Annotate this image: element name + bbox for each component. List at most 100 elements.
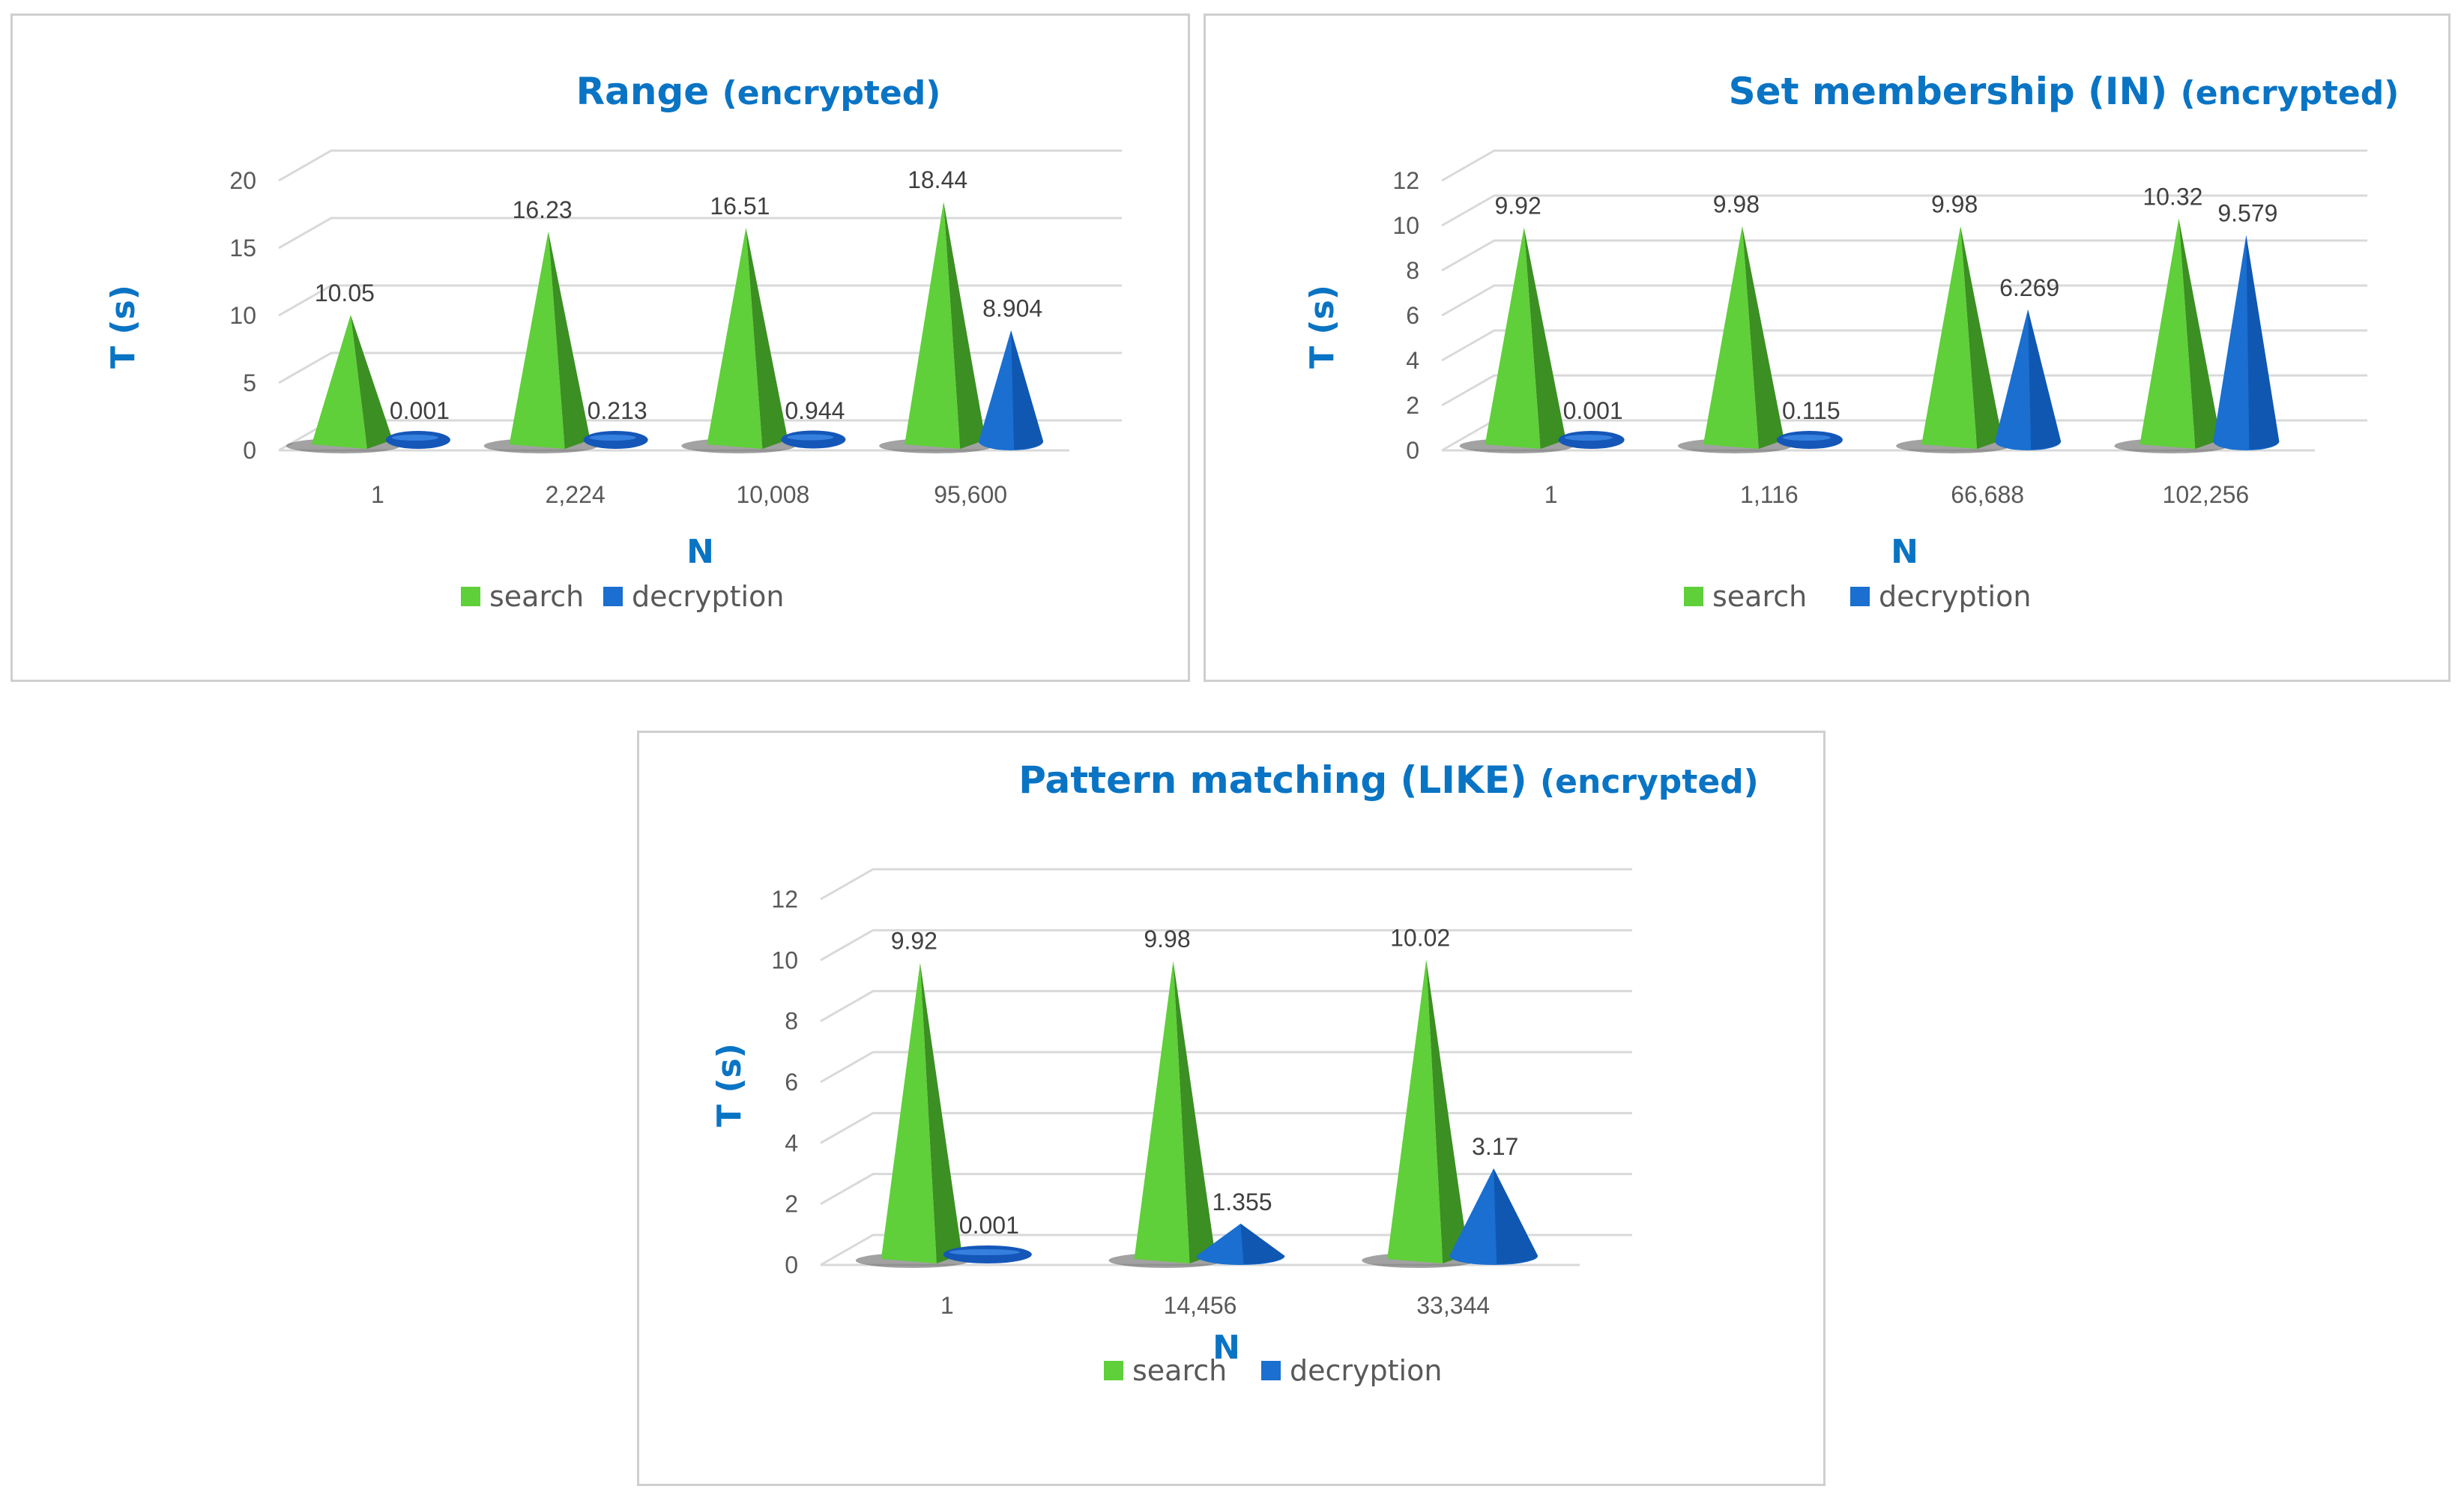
legend-swatch: [1684, 587, 1703, 606]
x-axis-label: N: [686, 533, 714, 571]
decryption-data-label: 0.001: [959, 1212, 1019, 1239]
legend-item-decryption: decryption: [603, 580, 784, 613]
y-axis-label: T (s): [1303, 285, 1341, 369]
x-tick-label: 95,600: [934, 481, 1007, 508]
search-data-label: 9.98: [1931, 191, 1978, 218]
legend-item-decryption: decryption: [1850, 580, 2031, 613]
search-data-label: 9.92: [891, 928, 937, 955]
decryption-data-label: 9.579: [2217, 200, 2277, 227]
search-bar: [2140, 218, 2196, 449]
decryption-data-label: 0.001: [390, 397, 450, 424]
decryption-bar-highlight: [1782, 435, 1831, 441]
decryption-bar-shade: [2028, 309, 2062, 450]
legend-item-search: search: [461, 580, 584, 613]
x-tick-label: 2,224: [546, 481, 606, 508]
chart-range: 0 5 10 15 20 1 10.05 0.001 2,224 16.23 0.213 10,008…: [104, 70, 1122, 613]
legend-item-decryption: decryption: [1261, 1354, 1442, 1387]
plot-area: 0 5 10 15 20 1 10.05 0.001 2,224 16.23 0.213 10,008…: [229, 149, 1122, 508]
y-axis-label: T (s): [710, 1043, 749, 1127]
search-bar-side: [746, 227, 788, 449]
y-tick-label: 2: [1406, 392, 1419, 419]
x-tick-label: 1: [371, 481, 384, 508]
chart-title-main: Range: [576, 70, 722, 113]
gridline: [278, 284, 1122, 317]
search-data-label: 16.23: [513, 196, 573, 223]
legend-swatch: [1850, 587, 1870, 606]
search-data-label: 16.51: [710, 193, 770, 220]
chart-pattern-matching: 0 2 4 6 8 10 12 1 9.92 0.001 14,456 9.98 1.355 33,344…: [710, 758, 1759, 1387]
gridline: [1441, 239, 2367, 272]
search-bar-side: [920, 962, 962, 1263]
y-tick-label: 2: [785, 1191, 798, 1218]
legend-swatch: [1261, 1361, 1281, 1380]
decryption-bar-highlight: [787, 434, 834, 441]
chart-title-suffix: (encrypted): [722, 74, 941, 112]
chart-title-suffix: (encrypted): [2181, 74, 2400, 112]
plot-area: 0 2 4 6 8 10 12 1 9.92 0.001 1,116 9.98 0.115 66,688 9…: [1392, 149, 2367, 508]
search-data-label: 9.98: [1713, 191, 1760, 218]
chart-title-main: Pattern matching (LIKE): [1018, 758, 1540, 802]
legend-item-search: search: [1104, 1354, 1227, 1387]
y-tick-label: 6: [785, 1069, 798, 1096]
chart-title-main: Set membership (IN): [1729, 70, 2181, 113]
decryption-data-label: 3.17: [1472, 1133, 1518, 1160]
y-tick-label: 5: [243, 369, 256, 396]
decryption-data-label: 6.269: [1999, 274, 2059, 301]
search-bar-side: [1524, 227, 1566, 449]
legend: search decryption: [1104, 1354, 1442, 1387]
search-bar-side: [1426, 959, 1469, 1263]
search-bar-side: [1742, 226, 1784, 449]
chart-title: Set membership (IN) (encrypted): [1729, 70, 2400, 113]
x-tick-label: 14,456: [1164, 1292, 1237, 1319]
chart-title: Pattern matching (LIKE) (encrypted): [1018, 758, 1759, 802]
decryption-bar-highlight: [391, 435, 438, 441]
legend-label: search: [1132, 1354, 1227, 1387]
legend-label: search: [489, 580, 584, 613]
y-tick-label: 15: [229, 235, 256, 262]
decryption-data-label: 0.001: [1563, 397, 1623, 424]
legend-swatch: [1104, 1361, 1123, 1380]
x-tick-label: 1: [940, 1292, 954, 1319]
x-tick-label: 33,344: [1416, 1292, 1490, 1319]
x-tick-label: 1,116: [1740, 481, 1799, 508]
gridline: [1441, 194, 2367, 227]
gridline: [278, 149, 1122, 182]
legend: search decryption: [461, 580, 784, 613]
search-bar: [1485, 227, 1541, 449]
legend-label: search: [1712, 580, 1807, 613]
chart-title-suffix: (encrypted): [1540, 763, 1759, 801]
decryption-data-label: 0.944: [785, 397, 845, 424]
chart-panel-set-membership: 0 2 4 6 8 10 12 1 9.92 0.001 1,116 9.98 0.115 66,688 9…: [1204, 13, 2451, 682]
search-bar: [1134, 961, 1190, 1263]
y-tick-label: 12: [1392, 167, 1419, 194]
gridline: [820, 1111, 1632, 1144]
gridline: [820, 1233, 1632, 1266]
y-tick-label: 0: [785, 1251, 798, 1278]
legend-swatch: [461, 587, 480, 606]
x-axis-label: N: [1213, 1329, 1240, 1367]
search-bar: [881, 962, 937, 1263]
search-bar: [509, 231, 565, 449]
gridline: [1441, 149, 2367, 182]
decryption-bar-shade: [1240, 1223, 1285, 1264]
plot-area: 0 2 4 6 8 10 12 1 9.92 0.001 14,456 9.98 1.355 33,344…: [771, 868, 1632, 1319]
y-tick-label: 8: [785, 1008, 798, 1035]
decryption-bar-shade: [2246, 235, 2280, 450]
legend-label: decryption: [1879, 580, 2031, 613]
chart-panel-range: 0 5 10 15 20 1 10.05 0.001 2,224 16.23 0.213 10,008…: [10, 13, 1190, 682]
search-data-label: 10.32: [2143, 183, 2202, 210]
decryption-data-label: 8.904: [982, 295, 1042, 322]
y-tick-label: 10: [229, 302, 256, 329]
y-tick-label: 10: [1392, 212, 1419, 239]
y-tick-label: 4: [785, 1129, 798, 1156]
y-tick-label: 6: [1406, 302, 1419, 329]
legend: search decryption: [1684, 580, 2031, 613]
x-tick-label: 102,256: [2163, 481, 2250, 508]
search-bar-side: [1960, 226, 2003, 449]
decryption-bar-shade: [1011, 330, 1044, 450]
gridline: [820, 990, 1632, 1022]
decryption-bar-highlight: [949, 1249, 1020, 1255]
search-bar: [311, 315, 367, 449]
search-data-label: 18.44: [908, 166, 967, 193]
decryption-bar-highlight: [1564, 435, 1613, 441]
